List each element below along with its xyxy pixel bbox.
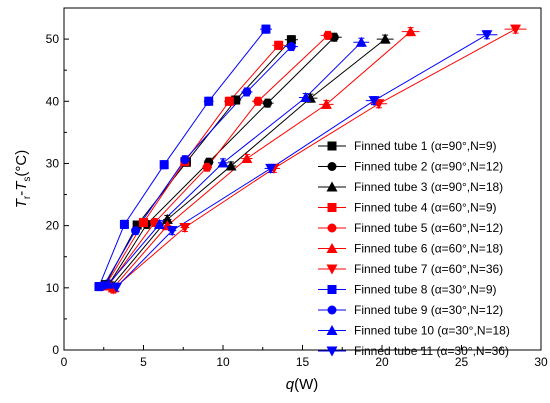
x-tick-label: 30: [534, 355, 548, 369]
data-point: [204, 96, 214, 106]
data-point: [241, 152, 253, 163]
data-point: [368, 96, 380, 107]
data-point: [326, 264, 338, 275]
data-point: [265, 163, 277, 174]
data-point: [103, 278, 115, 289]
data-point: [217, 157, 229, 168]
y-tick-label: 20: [46, 219, 60, 233]
data-point: [481, 30, 493, 41]
legend-label: Finned tube 3 (α=90°,N=18): [354, 180, 503, 194]
data-point: [253, 96, 263, 106]
data-point: [286, 35, 296, 45]
data-point: [166, 226, 178, 237]
data-point: [379, 33, 391, 44]
data-point: [153, 218, 165, 229]
x-tick-label: 20: [375, 355, 389, 369]
legend-label: Finned tube 7 (α=60°,N=36): [354, 262, 503, 276]
data-point: [161, 213, 173, 224]
data-point: [261, 24, 271, 34]
data-point: [405, 26, 417, 37]
x-tick-label: 5: [140, 355, 147, 369]
data-point: [510, 24, 522, 35]
data-point: [131, 226, 141, 236]
legend-label: Finned tube 10 (α=30°,N=18): [354, 324, 510, 338]
data-point: [242, 87, 252, 97]
series-line: [104, 39, 292, 285]
data-point: [179, 223, 191, 234]
data-point: [180, 155, 190, 165]
data-point: [355, 36, 367, 47]
x-tick-label: 10: [216, 355, 230, 369]
data-point: [274, 40, 284, 50]
data-point: [225, 160, 237, 171]
data-point: [110, 282, 122, 293]
series-line: [103, 46, 292, 286]
data-point: [327, 141, 337, 151]
data-point: [326, 325, 338, 335]
data-point: [300, 92, 312, 103]
data-point: [327, 223, 337, 233]
legend-label: Finned tube 4 (α=60°,N=9): [354, 201, 497, 215]
legend-label: Finned tube 8 (α=30°,N=9): [354, 283, 497, 297]
x-tick-label: 25: [455, 355, 469, 369]
data-point: [326, 346, 338, 357]
axis-ticks: 0 5 10 15 20 25 30 0 10 20 30 40 50: [46, 7, 548, 369]
data-point: [323, 30, 333, 40]
data-point: [202, 162, 212, 172]
legend-label: Finned tube 5 (α=60°,N=12): [354, 221, 503, 235]
data-point: [132, 220, 142, 230]
y-tick-label: 40: [46, 94, 60, 108]
data-point: [327, 285, 337, 294]
series-line: [108, 34, 329, 286]
data-point: [320, 98, 332, 109]
x-axis-title: q(W): [286, 376, 319, 393]
data-point: [119, 219, 129, 229]
y-tick-label: 30: [46, 156, 60, 170]
data-point: [327, 162, 337, 171]
data-point: [263, 98, 273, 108]
x-tick-label: 15: [296, 355, 310, 369]
series-markers: [94, 24, 522, 295]
legend-label: Finned tube 9 (α=30°,N=12): [354, 303, 503, 317]
y-tick-label: 50: [46, 32, 60, 46]
data-point: [159, 160, 169, 170]
legend-label: Finned tube 2 (α=90°,N=12): [354, 160, 503, 174]
y-tick-label: 0: [52, 343, 59, 357]
data-point: [327, 305, 337, 315]
data-point: [139, 218, 148, 228]
legend-label: Finned tube 6 (α=60°,N=18): [354, 242, 503, 256]
data-point: [94, 282, 104, 292]
legend-label: Finned tube 1 (α=90°,N=9): [354, 139, 497, 153]
legend: Finned tube 1 (α=90°,N=9) Finned tube 2 (…: [318, 139, 510, 358]
legend-label: Finned tube 11 (α=30°,N=36): [354, 344, 509, 358]
data-point: [231, 95, 241, 105]
y-axis-title: Tr-Ts(°C): [13, 150, 33, 209]
data-point: [326, 243, 338, 253]
x-tick-label: 0: [61, 355, 68, 369]
data-point: [327, 203, 337, 212]
data-point: [326, 181, 338, 192]
data-point: [224, 96, 234, 106]
y-tick-label: 10: [46, 281, 60, 295]
data-point: [286, 42, 296, 52]
